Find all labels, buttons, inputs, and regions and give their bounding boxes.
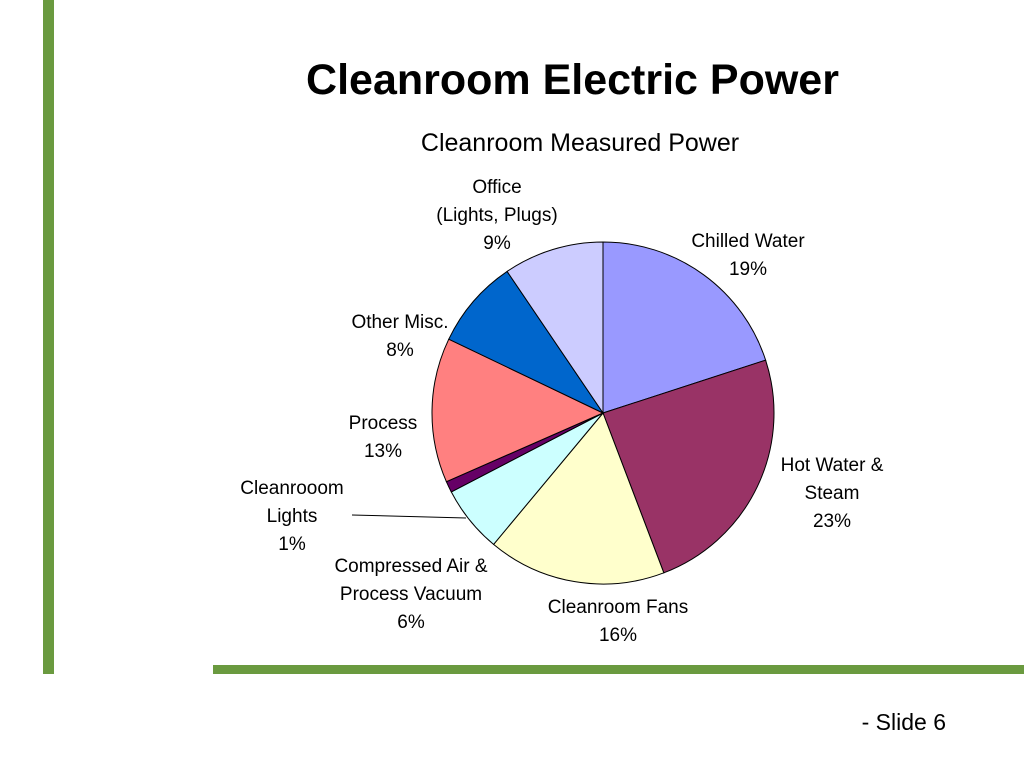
slice-label-6: Other Misc. 8%: [290, 309, 510, 365]
bottom-accent-bar: [213, 665, 1024, 674]
slice-percent: 23%: [812, 511, 852, 532]
slice-label-1: Hot Water & Steam 23%: [722, 452, 942, 536]
slice-label-5: Process 13%: [273, 410, 493, 466]
slice-label-3: Compressed Air & Process Vacuum 6%: [301, 553, 521, 637]
pie-slice-0: [602, 241, 767, 414]
pie-slice-6: [448, 270, 605, 415]
leader-line-cleanroom-lights: [351, 514, 467, 519]
slice-label-text: Other Misc.: [351, 312, 449, 333]
slice-label-2: Cleanroom Fans 16%: [508, 594, 728, 650]
slide-title: Cleanroom Electric Power: [306, 56, 839, 104]
slice-label-text: Office: [472, 177, 522, 198]
slice-label-text: Process Vacuum: [339, 584, 483, 605]
slice-label-text: Cleanrooom: [240, 478, 344, 499]
slice-percent: 9%: [483, 233, 511, 254]
slice-label-0: Chilled Water 19%: [638, 228, 858, 284]
slide-number: - Slide 6: [861, 709, 946, 735]
slice-label-text: Lights: [266, 506, 318, 527]
slice-percent: 19%: [728, 259, 768, 280]
slice-percent: 13%: [363, 441, 403, 462]
slice-percent: 16%: [598, 625, 638, 646]
pie-slice-2: [492, 412, 665, 585]
chart-title: Cleanroom Measured Power: [420, 129, 740, 157]
pie-slice-1: [602, 359, 775, 574]
slice-percent: 8%: [386, 340, 414, 361]
slice-label-text: Steam: [804, 483, 860, 504]
slice-label-7: Office (Lights, Plugs) 9%: [387, 174, 607, 258]
left-accent-bar: [43, 0, 54, 674]
slice-label-text: Process: [348, 413, 418, 434]
slice-percent: 6%: [397, 612, 425, 633]
pie-slice-5: [431, 338, 605, 483]
slice-label-text: Hot Water &: [780, 455, 884, 476]
slice-label-text: Cleanroom Fans: [547, 597, 689, 618]
slice-label-text: (Lights, Plugs): [436, 205, 558, 226]
pie-slice-7: [506, 241, 604, 415]
slice-label-text: Compressed Air &: [334, 556, 488, 577]
slice-label-text: Chilled Water: [691, 231, 805, 252]
slice-label-4: Cleanrooom Lights 1%: [182, 475, 402, 559]
slice-percent: 1%: [278, 534, 306, 555]
